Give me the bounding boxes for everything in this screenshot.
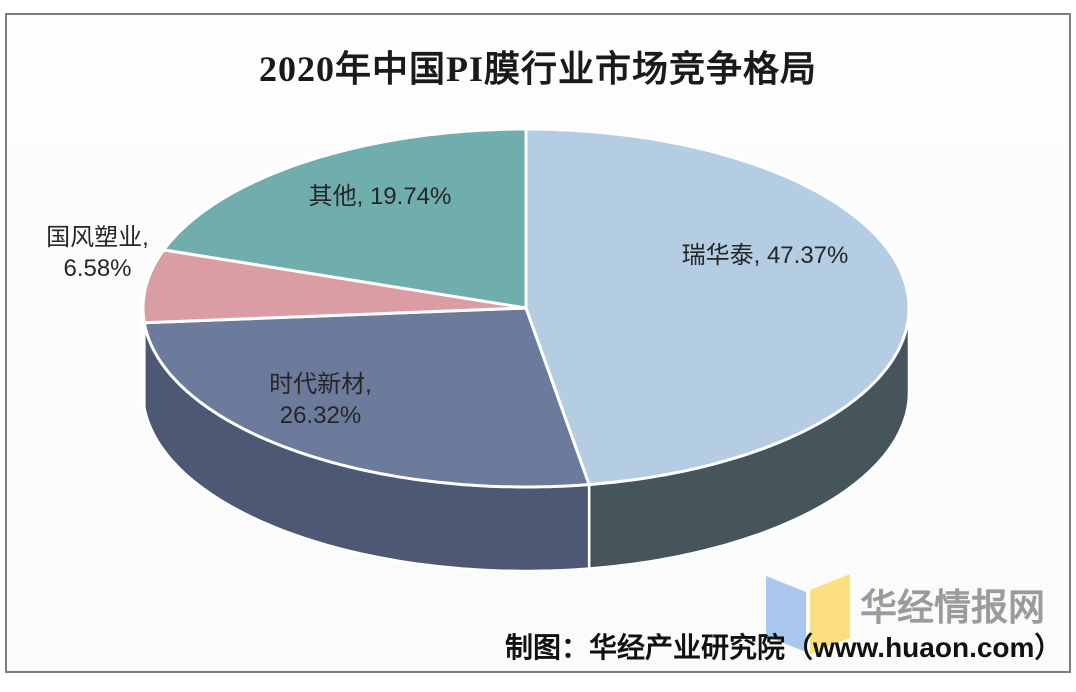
site-logo-text: 华经情报网 xyxy=(860,587,1045,628)
pie-label-guofengsuye: 国风塑业, 6.58% xyxy=(10,222,185,284)
pie-label-line: 国风塑业, xyxy=(46,224,149,251)
pie-label-line: 时代新材, xyxy=(269,371,372,398)
book-right-page xyxy=(810,574,850,654)
credit-line: 制图：华经产业研究院（www.huaon.com） xyxy=(505,632,1063,663)
pie-slice-top-0 xyxy=(524,127,911,487)
pie-slice-top-1 xyxy=(142,306,591,489)
pie-label-ruihuatai: 瑞华泰, 47.37% xyxy=(681,242,849,269)
chart-title: 2020年中国PI膜行业市场竞争格局 xyxy=(258,49,817,89)
pie-label-qita: 其他, 19.74% xyxy=(308,183,452,210)
pie-slice-top-2 xyxy=(141,248,528,325)
pie-slice-top-3 xyxy=(162,127,528,310)
open-book-logo-icon xyxy=(766,574,850,654)
book-left-page xyxy=(766,576,806,652)
pie-label-shidaixincai: 时代新材, 26.32% xyxy=(198,369,443,431)
pie-label-line: 6.58% xyxy=(63,255,132,282)
pie-label-line: 26.32% xyxy=(279,402,362,429)
